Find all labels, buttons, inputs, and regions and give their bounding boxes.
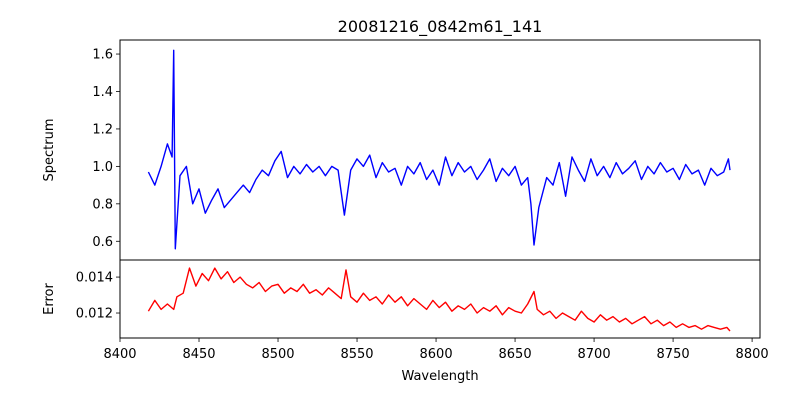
x-axis-label: Wavelength bbox=[401, 369, 478, 384]
bottom-y-axis-label: Error bbox=[42, 283, 57, 315]
x-tick-label: 8550 bbox=[340, 347, 373, 362]
spectrum-series-line bbox=[147, 49, 731, 250]
spectrum-y-tick-label: 1.4 bbox=[92, 85, 113, 100]
error-y-tick-label: 0.012 bbox=[76, 307, 113, 322]
top-y-axis-label: Spectrum bbox=[42, 119, 57, 182]
chart-title: 20081216_0842m61_141 bbox=[338, 17, 543, 37]
x-tick-label: 8600 bbox=[420, 347, 453, 362]
spectrum-y-tick-label: 1.2 bbox=[92, 122, 113, 137]
x-tick-label: 8500 bbox=[261, 347, 294, 362]
error-series-line bbox=[147, 267, 731, 332]
spectrum-y-tick-label: 0.6 bbox=[92, 235, 113, 250]
x-tick-label: 8400 bbox=[103, 347, 136, 362]
spectrum-y-tick-label: 1.6 bbox=[92, 48, 113, 63]
x-tick-label: 8700 bbox=[578, 347, 611, 362]
spectrum-y-tick-label: 0.8 bbox=[92, 197, 113, 212]
error-y-tick-label: 0.014 bbox=[76, 271, 113, 286]
spectrum-axes-frame bbox=[119, 39, 761, 261]
error-axes-frame bbox=[119, 259, 761, 339]
x-tick-label: 8800 bbox=[736, 347, 769, 362]
x-tick-label: 8750 bbox=[657, 347, 690, 362]
spectrum-y-tick-label: 1.0 bbox=[92, 160, 113, 175]
x-tick-label: 8650 bbox=[499, 347, 532, 362]
x-tick-label: 8450 bbox=[182, 347, 215, 362]
